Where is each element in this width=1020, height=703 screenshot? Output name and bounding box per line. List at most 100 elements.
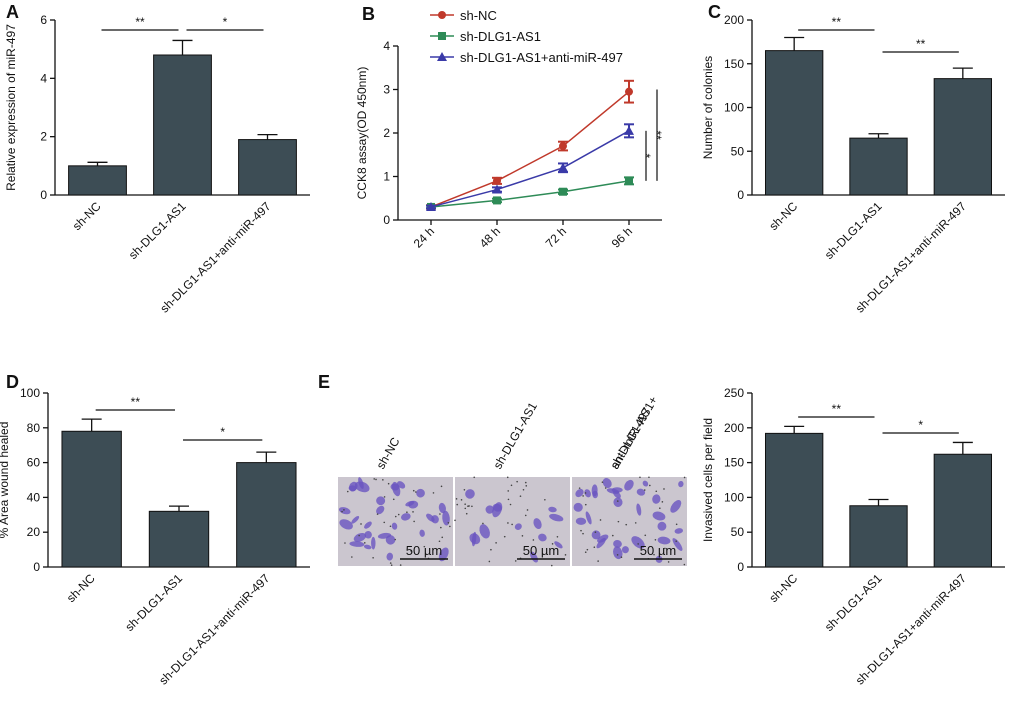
y-tick-label: 200: [724, 421, 744, 435]
x-tick-label: sh-DLG1-AS1: [822, 199, 885, 262]
cell: [351, 516, 360, 524]
pore: [617, 520, 620, 523]
cell: [364, 530, 372, 539]
marker: [493, 176, 501, 185]
pore: [664, 547, 666, 550]
significance-label: **: [131, 395, 141, 409]
cell: [549, 513, 564, 522]
bar: [933, 78, 993, 196]
pore: [439, 513, 441, 515]
pore: [383, 496, 386, 498]
y-tick-label: 150: [724, 456, 744, 470]
pore: [447, 521, 450, 524]
cell: [657, 521, 667, 531]
pore: [471, 505, 473, 508]
pore: [675, 540, 678, 542]
pore: [482, 522, 484, 525]
line: [430, 91, 630, 208]
y-tick-label: 20: [27, 525, 41, 539]
pore: [611, 534, 614, 537]
pore: [382, 479, 384, 481]
pore: [648, 476, 650, 479]
y-tick-label: 4: [40, 71, 47, 85]
cell: [438, 547, 449, 562]
pore: [507, 490, 510, 492]
pore: [653, 553, 655, 556]
y-tick-label: 80: [27, 421, 41, 435]
pore: [495, 542, 497, 544]
marker: [426, 201, 436, 211]
significance-label: **: [916, 37, 926, 51]
bar: [764, 50, 824, 196]
significance-label: **: [832, 15, 842, 29]
y-tick-label: 50: [731, 144, 745, 158]
pore: [604, 487, 607, 489]
micrograph-label: anti-miR-497: [607, 405, 654, 472]
y-axis-label: % Area wound healed: [0, 422, 11, 539]
panel-letter: B: [362, 4, 375, 24]
scale-label: 50 µm: [523, 543, 559, 558]
y-axis-label: Invasived cells per field: [701, 418, 715, 542]
pore: [551, 543, 554, 545]
pore: [346, 490, 349, 493]
y-axis-label: Number of colonies: [701, 56, 715, 159]
y-axis-label: CCK8 assay(OD 450nm): [355, 67, 369, 200]
pore: [639, 476, 641, 479]
pore: [637, 543, 639, 545]
cell: [426, 513, 435, 522]
pore: [625, 523, 628, 526]
y-tick-label: 0: [40, 188, 47, 202]
pore: [415, 491, 417, 493]
cell: [385, 535, 396, 545]
y-tick-label: 0: [33, 560, 40, 574]
y-tick-label: 3: [383, 83, 390, 97]
cell: [657, 536, 671, 545]
pore: [440, 526, 442, 529]
pore: [351, 556, 353, 558]
marker: [625, 176, 633, 185]
y-tick-label: 1: [383, 170, 390, 184]
pore: [423, 545, 426, 548]
pore: [601, 481, 604, 483]
marker: [438, 32, 446, 40]
bar: [148, 510, 210, 568]
pore: [358, 534, 360, 537]
significance-label: *: [223, 15, 228, 29]
cell: [533, 518, 542, 530]
y-tick-label: 100: [20, 386, 40, 400]
significance-label: **: [135, 15, 145, 29]
pore: [586, 548, 589, 551]
legend-label: sh-DLG1-AS1: [460, 29, 541, 44]
cell: [631, 536, 645, 549]
pore: [399, 564, 402, 566]
y-tick-label: 6: [40, 13, 47, 27]
cell: [597, 534, 609, 543]
pore: [654, 539, 657, 541]
bar: [61, 430, 122, 568]
cell: [376, 496, 386, 506]
pore: [413, 520, 415, 523]
pore: [525, 485, 528, 487]
cell: [358, 477, 364, 489]
legend-label: sh-NC: [460, 8, 497, 23]
pore: [387, 482, 390, 485]
cell: [364, 521, 372, 529]
micrograph-label: sh-DLG1-AS1: [490, 400, 540, 472]
pore: [521, 535, 524, 537]
marker: [492, 184, 502, 194]
x-tick-label: 48 h: [477, 224, 503, 250]
cell: [419, 529, 425, 537]
pore: [509, 503, 512, 506]
pore: [507, 498, 510, 501]
marker: [559, 187, 567, 196]
pore: [373, 478, 376, 480]
pore: [526, 509, 529, 511]
cell: [591, 484, 598, 497]
pore: [584, 551, 587, 554]
cell: [554, 541, 563, 549]
pore: [360, 523, 362, 525]
pore: [397, 513, 400, 516]
x-tick-label: 24 h: [411, 224, 437, 250]
line: [430, 180, 630, 208]
